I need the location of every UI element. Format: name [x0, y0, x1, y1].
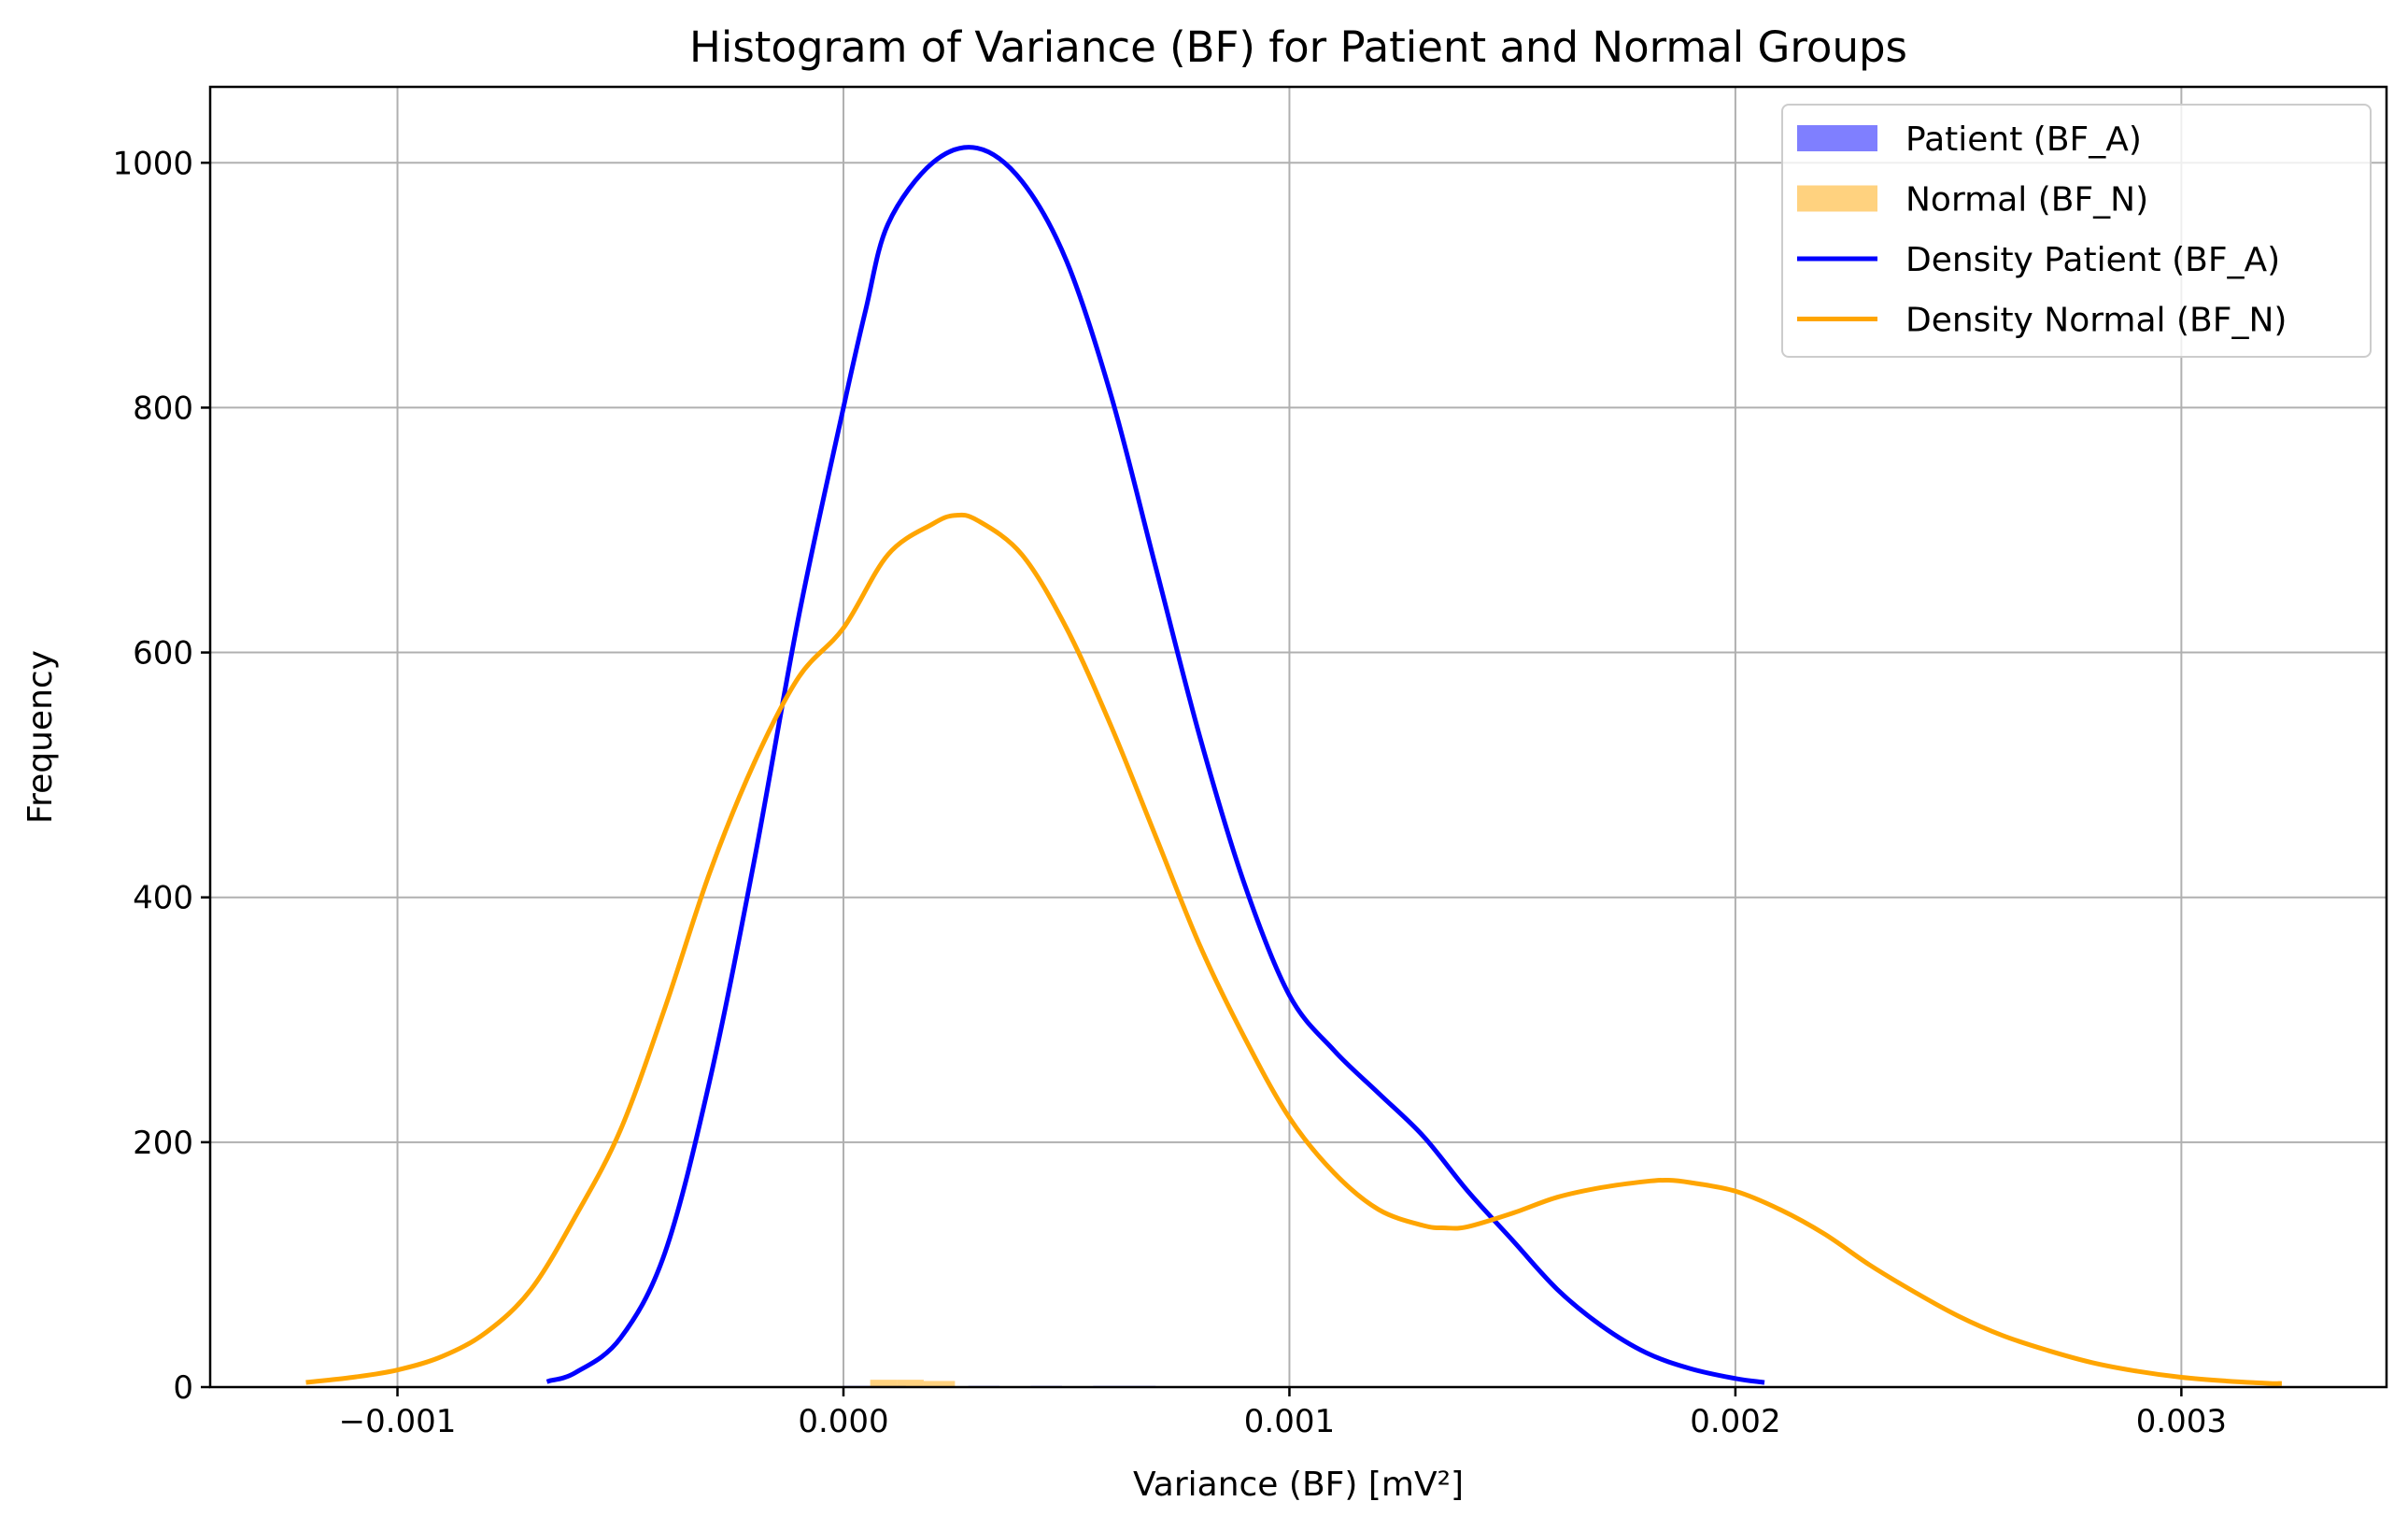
- legend-entry-label: Density Normal (BF_N): [1905, 302, 2287, 340]
- legend-patch-swatch: [1797, 185, 1877, 212]
- x-tick-label: 0.002: [1690, 1403, 1780, 1440]
- chart-title: Histogram of Variance (BF) for Patient a…: [689, 22, 1907, 72]
- legend-entry-label: Patient (BF_A): [1905, 120, 2142, 159]
- x-tick-label: −0.001: [339, 1403, 457, 1440]
- histogram-bar: [897, 1380, 924, 1387]
- density-line: [545, 145, 1765, 1385]
- legend-entry-label: Normal (BF_N): [1905, 181, 2148, 220]
- legend: Patient (BF_A) Normal (BF_N) Density Patie…: [1781, 104, 2372, 358]
- y-tick-label: 800: [133, 390, 193, 427]
- axes-frame: [208, 85, 2388, 1389]
- ticks-layer: −0.001 0.000 0.001 0.002 0.003 0 200 400 600 800 1…: [112, 145, 2227, 1440]
- x-tick-label: 0.000: [798, 1403, 888, 1440]
- x-tick-label: 0.003: [2136, 1403, 2227, 1440]
- y-tick-label: 1000: [112, 145, 193, 182]
- x-tick-label: 0.001: [1244, 1403, 1335, 1440]
- histogram-bar: [923, 1381, 956, 1387]
- y-axis-label: Frequency: [21, 650, 60, 824]
- y-tick-label: 200: [133, 1125, 193, 1162]
- legend-box: [1781, 104, 2372, 358]
- y-tick-label: 400: [133, 880, 193, 917]
- legend-patch-swatch: [1797, 125, 1877, 151]
- histogram-bar: [870, 1380, 898, 1387]
- y-tick-label: 0: [173, 1369, 193, 1407]
- density-layer: [305, 145, 2282, 1386]
- y-tick-label: 600: [133, 635, 193, 673]
- x-axis-label: Variance (BF) [mV²]: [1133, 1466, 1464, 1504]
- legend-entry-label: Density Patient (BF_A): [1905, 241, 2280, 279]
- density-line: [305, 512, 2282, 1386]
